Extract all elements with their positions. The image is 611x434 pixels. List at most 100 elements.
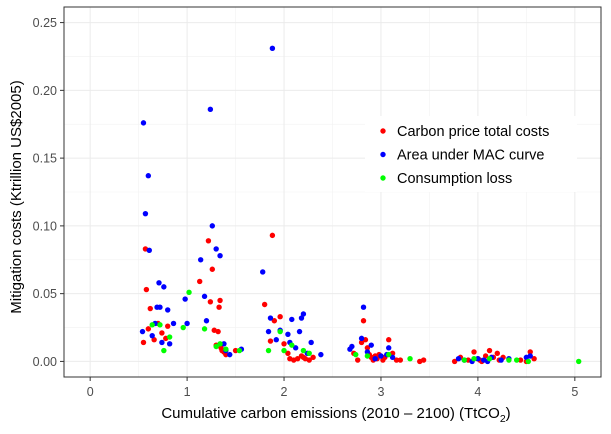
data-point	[372, 356, 378, 362]
data-point	[360, 318, 367, 324]
data-point	[306, 357, 312, 363]
data-point	[296, 328, 303, 335]
data-point	[267, 338, 274, 344]
data-point	[265, 328, 272, 335]
y-tick-label: 0.20	[33, 84, 57, 98]
legend-key	[380, 128, 386, 134]
data-point	[531, 356, 537, 362]
data-point	[236, 347, 243, 354]
data-point	[165, 323, 171, 329]
data-point	[525, 358, 532, 365]
data-point	[161, 347, 167, 354]
data-point	[265, 347, 272, 354]
x-tick-label: 2	[281, 385, 288, 399]
data-point	[146, 247, 152, 253]
legend-background	[365, 116, 577, 192]
data-point	[209, 266, 216, 272]
data-point	[273, 337, 279, 343]
x-tick-label: 4	[474, 385, 481, 399]
panel-border	[63, 6, 602, 378]
data-point	[215, 328, 221, 335]
data-point	[360, 304, 367, 310]
data-point	[368, 342, 374, 348]
y-tick-label: 0.05	[33, 287, 57, 301]
data-point	[289, 316, 295, 323]
data-point	[221, 341, 227, 347]
data-point	[576, 358, 582, 365]
data-point	[232, 347, 239, 354]
data-point	[271, 318, 278, 324]
data-point	[217, 341, 223, 347]
data-point	[166, 334, 173, 340]
data-point	[407, 356, 413, 362]
data-point	[203, 318, 210, 324]
data-point	[364, 345, 371, 351]
data-point	[475, 356, 481, 362]
data-point	[147, 305, 153, 312]
legend-key	[380, 151, 386, 158]
data-point	[349, 343, 355, 350]
data-point	[420, 357, 427, 363]
legend-label: Consumption loss	[397, 171, 512, 187]
y-axis-ticks: 0.00 0.05 0.10 0.15 0.20 0.25	[33, 16, 64, 369]
data-point	[386, 345, 392, 351]
data-point	[186, 289, 192, 295]
data-point	[170, 320, 177, 327]
data-point	[227, 351, 233, 358]
data-point	[486, 347, 493, 354]
data-point	[285, 350, 291, 356]
data-point	[482, 353, 489, 359]
data-point	[145, 326, 152, 332]
data-point	[300, 311, 307, 317]
y-axis-title: Mitigation costs (Ktrillion US$2005)	[8, 80, 25, 313]
data-point	[289, 342, 295, 348]
data-point	[156, 280, 162, 286]
data-point	[364, 353, 371, 359]
data-point	[355, 357, 361, 363]
data-point	[310, 354, 316, 361]
data-point	[517, 357, 524, 363]
data-point	[223, 346, 229, 352]
data-point	[364, 349, 371, 355]
data-point	[217, 252, 223, 259]
data-point	[506, 357, 512, 363]
data-point	[386, 337, 392, 343]
data-point	[277, 328, 283, 335]
x-axis-title: Cumulative carbon emissions (2010 – 2100…	[161, 405, 510, 425]
data-point	[182, 296, 188, 302]
data-point	[308, 339, 314, 346]
data-point	[149, 332, 155, 339]
data-point	[281, 347, 287, 354]
data-point	[159, 330, 165, 336]
legend-label: Area under MAC curve	[397, 148, 544, 164]
legend-key	[380, 175, 386, 181]
data-point	[140, 339, 147, 346]
data-point	[209, 223, 216, 229]
data-point	[205, 238, 212, 244]
data-point	[145, 173, 152, 179]
data-point	[386, 351, 392, 358]
data-point	[393, 357, 400, 363]
x-tick-label: 5	[571, 385, 578, 399]
data-point	[260, 269, 266, 275]
data-points	[139, 45, 582, 365]
data-point	[292, 345, 299, 351]
data-point	[461, 357, 468, 363]
legend-label: Carbon price total costs	[397, 124, 549, 140]
y-tick-label: 0.15	[33, 152, 57, 166]
data-point	[261, 301, 268, 308]
data-point	[161, 284, 167, 290]
data-point	[281, 341, 287, 347]
data-point	[486, 356, 493, 362]
data-point	[213, 343, 219, 350]
data-point	[306, 350, 312, 356]
y-tick-label: 0.00	[33, 355, 57, 369]
legend: Carbon price total costs Area under MAC c…	[365, 116, 577, 192]
data-point	[197, 278, 203, 285]
y-tick-label: 0.25	[33, 16, 57, 30]
x-axis-title-subscript: 2	[500, 413, 506, 425]
data-point	[455, 356, 462, 362]
data-point	[277, 313, 283, 320]
data-point	[269, 232, 276, 239]
